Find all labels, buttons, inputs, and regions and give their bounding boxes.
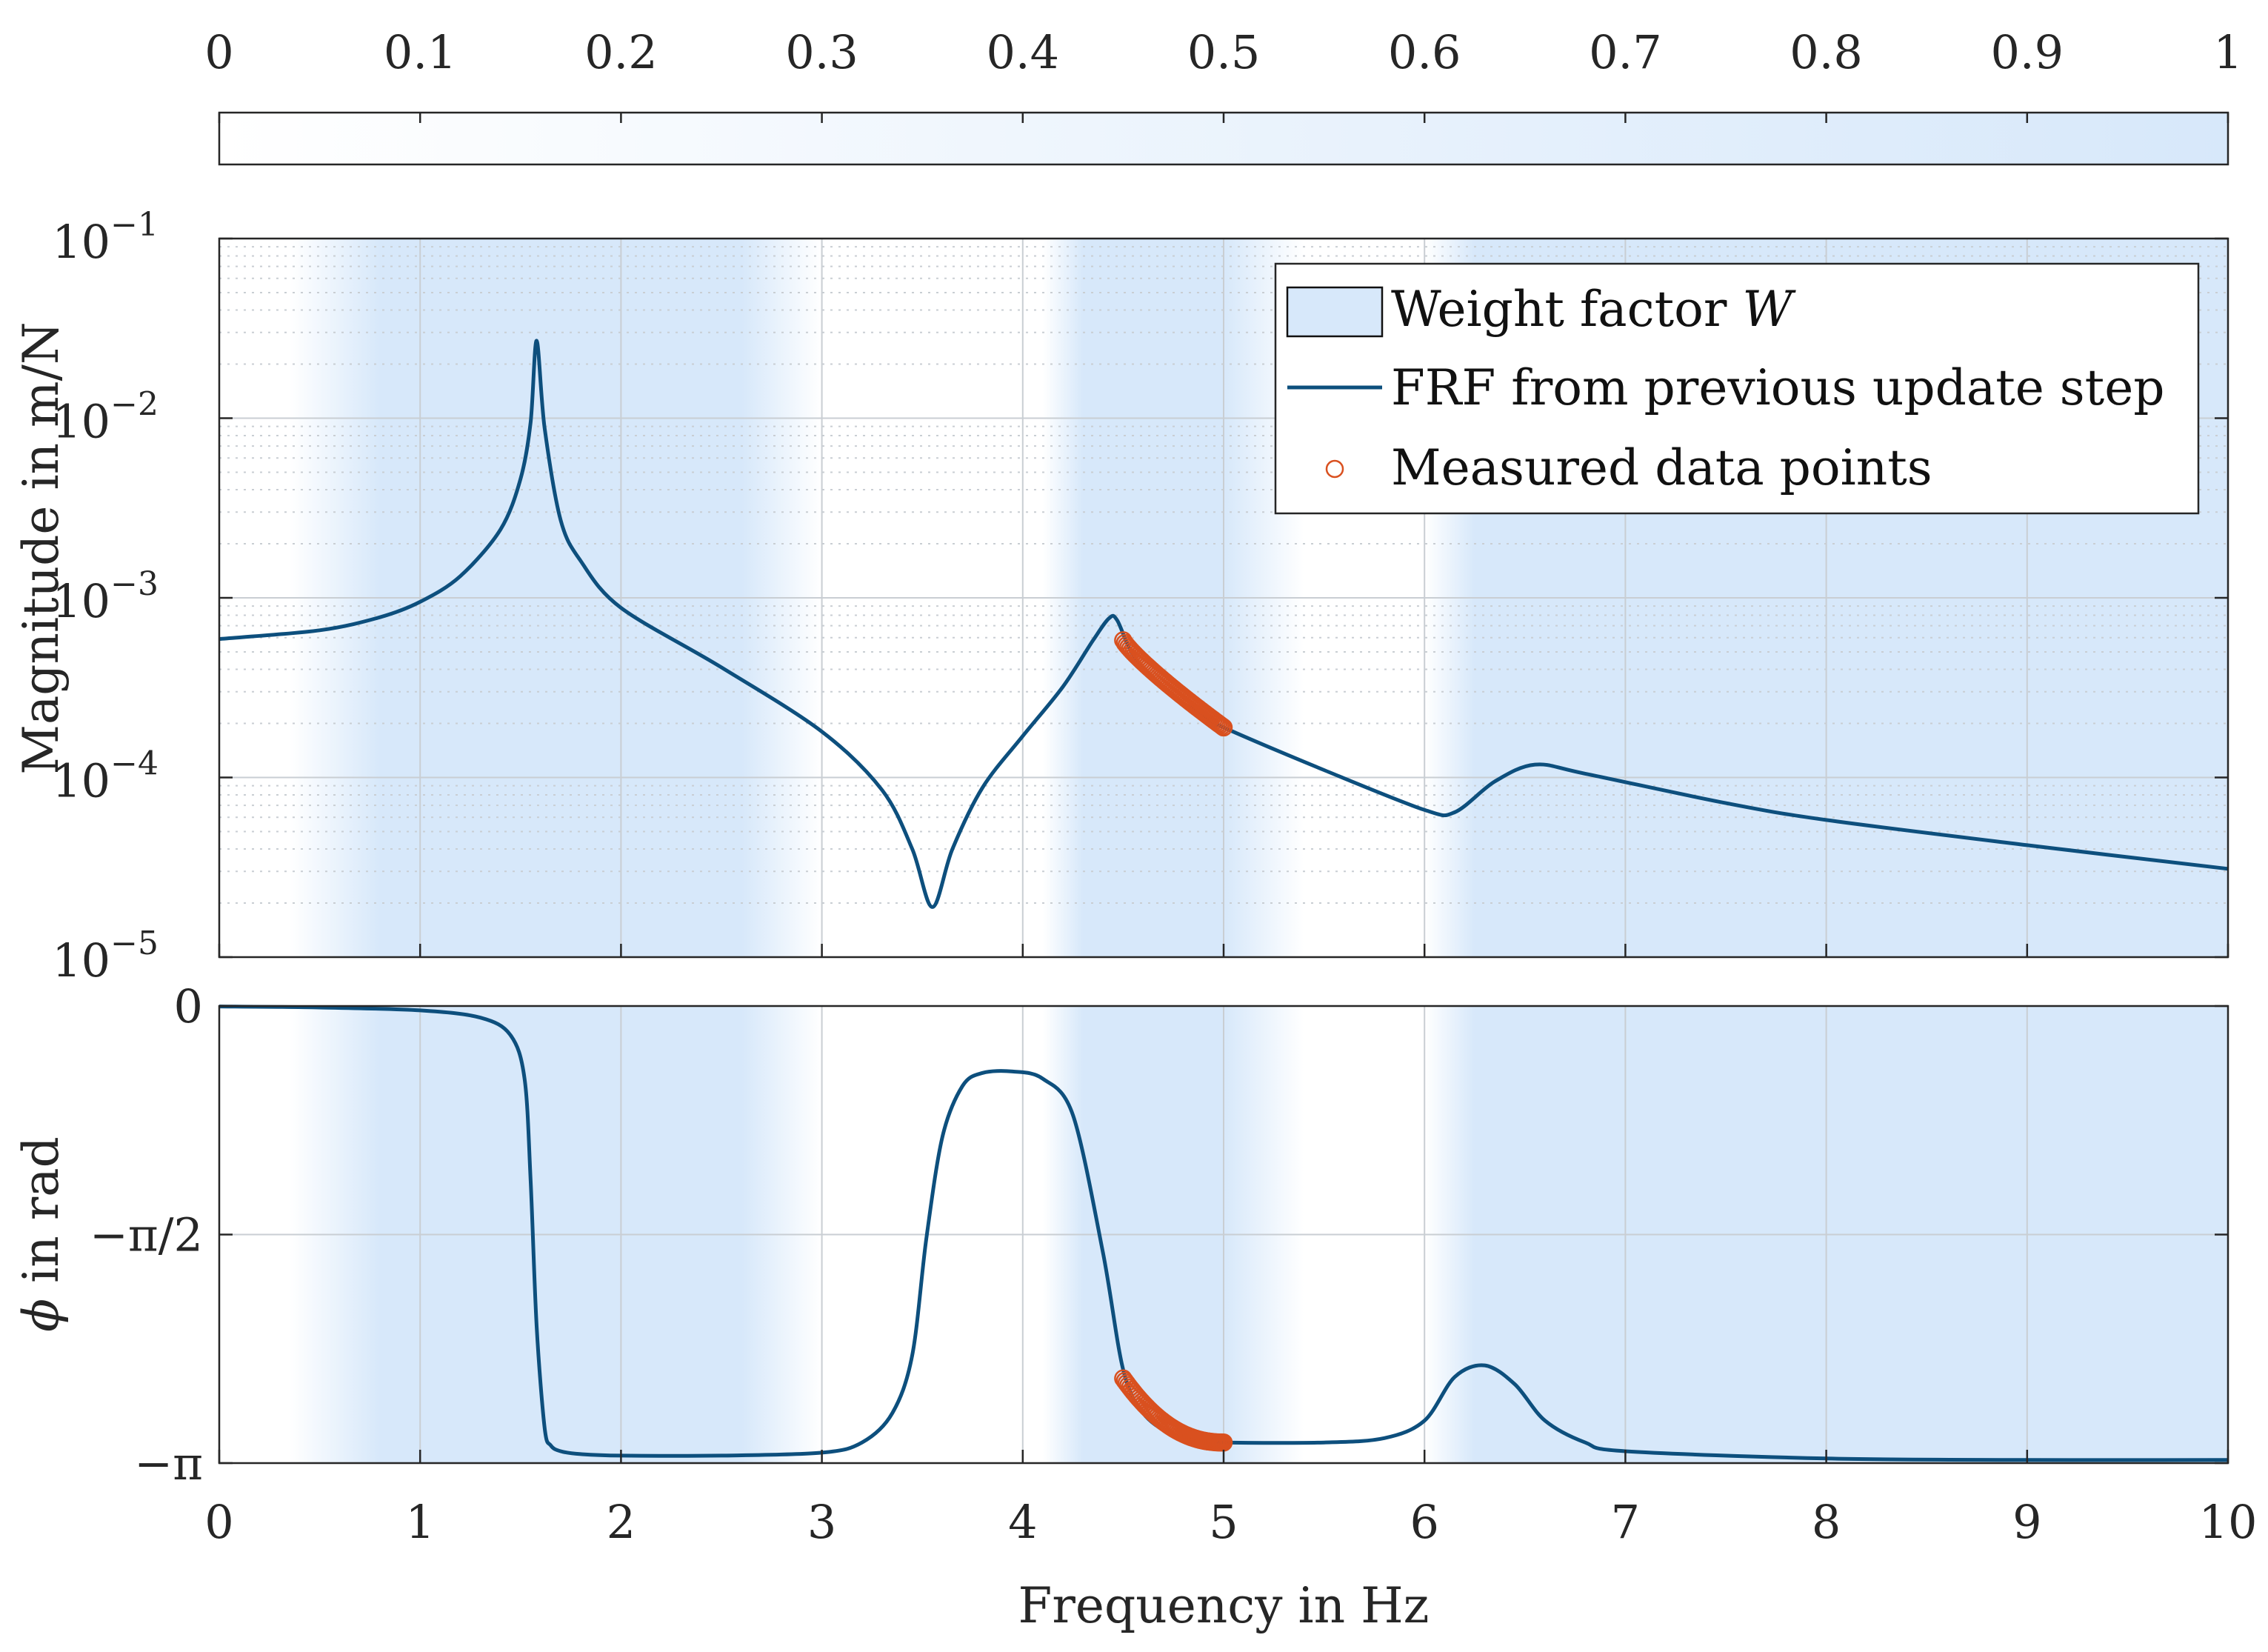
colorbar-tick-label: 0.1 <box>384 25 457 79</box>
legend-weight-label: Weight factor W <box>1391 281 1796 338</box>
phase-ylabel: ϕ in rad <box>13 1136 70 1332</box>
phase-y-tick-label: −π <box>134 1436 203 1491</box>
phase-x-tick-label: 4 <box>1008 1495 1037 1549</box>
colorbar-tick-label: 0.3 <box>785 25 858 79</box>
magnitude-ylabel: Magnitude in m/N <box>13 322 70 774</box>
phase-x-tick-label: 5 <box>1209 1495 1238 1549</box>
phase-x-tick-label: 9 <box>2012 1495 2041 1549</box>
magnitude-data-point <box>1213 716 1231 736</box>
phase-y-tick-label: 0 <box>174 979 203 1033</box>
colorbar-tick-label: 0.8 <box>1790 25 1863 79</box>
colorbar-tick-label: 0.2 <box>584 25 658 79</box>
magnitude-data-point <box>1214 718 1233 737</box>
phase-x-tick-label: 6 <box>1410 1495 1438 1549</box>
phase-x-tick-label: 1 <box>405 1495 434 1549</box>
phase-y-ticks: 0 −π/2 −π <box>90 979 2228 1491</box>
phase-x-tick-label: 8 <box>1812 1495 1841 1549</box>
phase-x-ticks: 0 1 2 3 4 5 6 7 8 9 10 <box>204 944 2257 1549</box>
phase-axes: 0 −π/2 −π 0 1 2 3 4 5 6 7 8 9 10 ϕ in rad Frequency … <box>13 944 2257 1634</box>
legend: Weight factor W FRF from previous update… <box>1274 262 2200 515</box>
phase-measured-points <box>1114 1369 1233 1452</box>
phase-x-tick-label: 0 <box>204 1495 233 1549</box>
phase-x-tick-label: 10 <box>2199 1495 2258 1549</box>
phase-x-tick-label: 7 <box>1611 1495 1640 1549</box>
magnitude-y-tick-label: 10−2 <box>52 386 159 449</box>
magnitude-y-tick-label: 10−3 <box>52 565 159 628</box>
legend-box <box>1274 262 2200 515</box>
colorbar-tick-label: 1 <box>2213 25 2242 79</box>
magnitude-y-tick-label: 10−5 <box>52 925 159 987</box>
colorbar-tick-label: 0.5 <box>1187 25 1261 79</box>
magnitude-y-tick-label: 10−4 <box>52 745 159 808</box>
colorbar-tick-label: 0 <box>204 25 233 79</box>
legend-frf-label: FRF from previous update step <box>1391 359 2165 416</box>
magnitude-data-point <box>1211 716 1230 734</box>
colorbar-tick-label: 0.7 <box>1589 25 1662 79</box>
phase-y-tick-label: −π/2 <box>90 1208 203 1262</box>
legend-marker <box>1325 459 1344 479</box>
magnitude-y-tick-label: 10−1 <box>52 206 159 269</box>
legend-weight-patch <box>1286 286 1384 338</box>
phase-x-tick-label: 2 <box>607 1495 636 1549</box>
colorbar-tick-label: 0.6 <box>1388 25 1461 79</box>
magnitude-measured-points <box>1114 631 1233 737</box>
legend-measured-label: Measured data points <box>1391 439 1932 496</box>
magnitude-grid <box>219 238 2229 958</box>
magnitude-y-ticks: 10−1 10−2 10−3 10−4 10−5 <box>52 206 2228 987</box>
colorbar-tick-label: 0.4 <box>986 25 1059 79</box>
magnitude-data-point <box>1209 714 1228 733</box>
magnitude-axes: 10−1 10−2 10−3 10−4 10−5 Magnitude in m/N We… <box>13 206 2229 987</box>
x-axis-label: Frequency in Hz <box>1018 1577 1430 1634</box>
colorbar-tick-label: 0.9 <box>1990 25 2064 79</box>
magnitude-frf-line <box>219 339 2229 909</box>
phase-frf-line <box>219 1005 2229 1462</box>
colorbar-ticks: 0 0.1 0.2 0.3 0.4 0.5 0.6 0.7 0.8 0.9 1 <box>204 25 2243 123</box>
colorbar: 0 0.1 0.2 0.3 0.4 0.5 0.6 0.7 0.8 0.9 1 <box>204 25 2243 166</box>
phase-x-tick-label: 3 <box>807 1495 836 1549</box>
